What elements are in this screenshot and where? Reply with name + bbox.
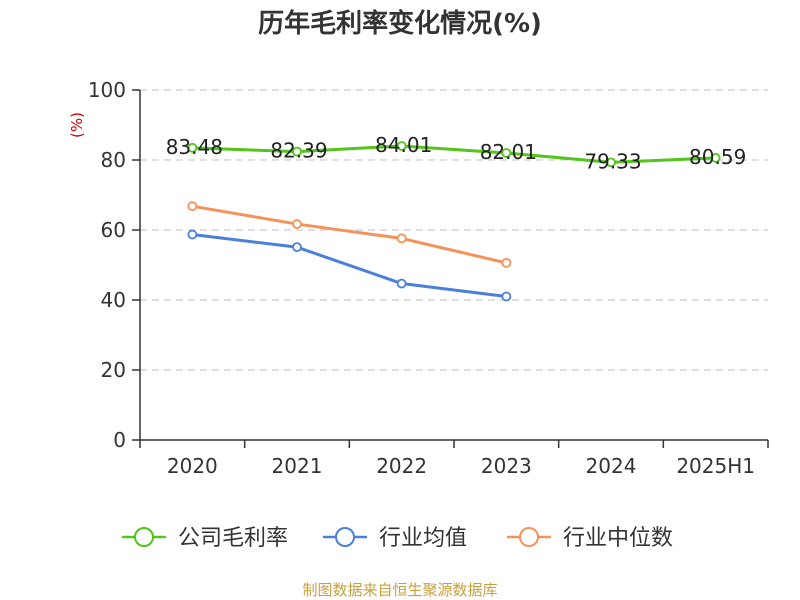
data-labels: 83.48 82.39 84.01 82.01 79.33 80.59 bbox=[166, 133, 747, 173]
data-point bbox=[292, 219, 302, 229]
data-point bbox=[606, 157, 616, 168]
series-layer bbox=[187, 141, 721, 302]
y-tick-label: 100 bbox=[88, 78, 126, 102]
y-tick-label: 80 bbox=[101, 148, 126, 172]
data-point bbox=[501, 148, 512, 158]
grid-lines bbox=[140, 89, 768, 371]
legend-swatch-marker bbox=[134, 527, 154, 547]
data-point bbox=[187, 142, 198, 153]
data-point bbox=[396, 278, 407, 289]
data-label: 82.39 bbox=[270, 139, 327, 163]
data-label: 79.33 bbox=[584, 149, 641, 173]
legend-label: 行业中位数 bbox=[563, 526, 673, 551]
y-axis-label: (%) bbox=[68, 112, 86, 138]
x-tick-label: 2023 bbox=[481, 454, 532, 478]
chart-title: 历年毛利率变化情况(%) bbox=[258, 8, 542, 39]
legend-label: 行业均值 bbox=[379, 526, 467, 551]
x-tick-label: 2022 bbox=[376, 454, 427, 478]
x-tick-label: 2025H1 bbox=[676, 454, 755, 478]
axes: 0 20 40 60 80 100 2020 2021 2022 2023 2024 2025H1 bbox=[88, 78, 769, 478]
data-point bbox=[187, 229, 198, 240]
data-point bbox=[187, 201, 198, 212]
y-tick-label: 60 bbox=[101, 218, 126, 242]
series-line-1 bbox=[192, 144, 716, 164]
data-label: 80.59 bbox=[689, 145, 746, 169]
x-tick-label: 2021 bbox=[272, 454, 323, 478]
series-line-2 bbox=[192, 233, 507, 298]
data-label: 82.01 bbox=[480, 140, 537, 164]
legend: 公司毛利率 行业均值 行业中位数 bbox=[122, 526, 673, 551]
data-point bbox=[710, 153, 721, 163]
data-point bbox=[501, 257, 512, 268]
x-tick-label: 2024 bbox=[586, 454, 637, 478]
data-label: 83.48 bbox=[166, 135, 223, 159]
y-tick-label: 0 bbox=[113, 428, 126, 452]
y-tick-label: 20 bbox=[101, 358, 126, 382]
series-line-3 bbox=[192, 204, 507, 265]
data-point bbox=[501, 291, 512, 302]
data-point bbox=[396, 233, 407, 244]
source-note: 制图数据来自恒生聚源数据库 bbox=[302, 581, 497, 599]
legend-swatch-marker bbox=[519, 527, 539, 547]
legend-label: 公司毛利率 bbox=[178, 526, 288, 551]
data-point bbox=[292, 242, 302, 253]
x-tick-label: 2020 bbox=[167, 454, 218, 478]
data-label: 84.01 bbox=[375, 133, 432, 157]
data-point bbox=[292, 146, 302, 157]
legend-swatch-marker bbox=[335, 527, 355, 547]
y-tick-label: 40 bbox=[101, 288, 126, 312]
data-point bbox=[396, 141, 407, 151]
